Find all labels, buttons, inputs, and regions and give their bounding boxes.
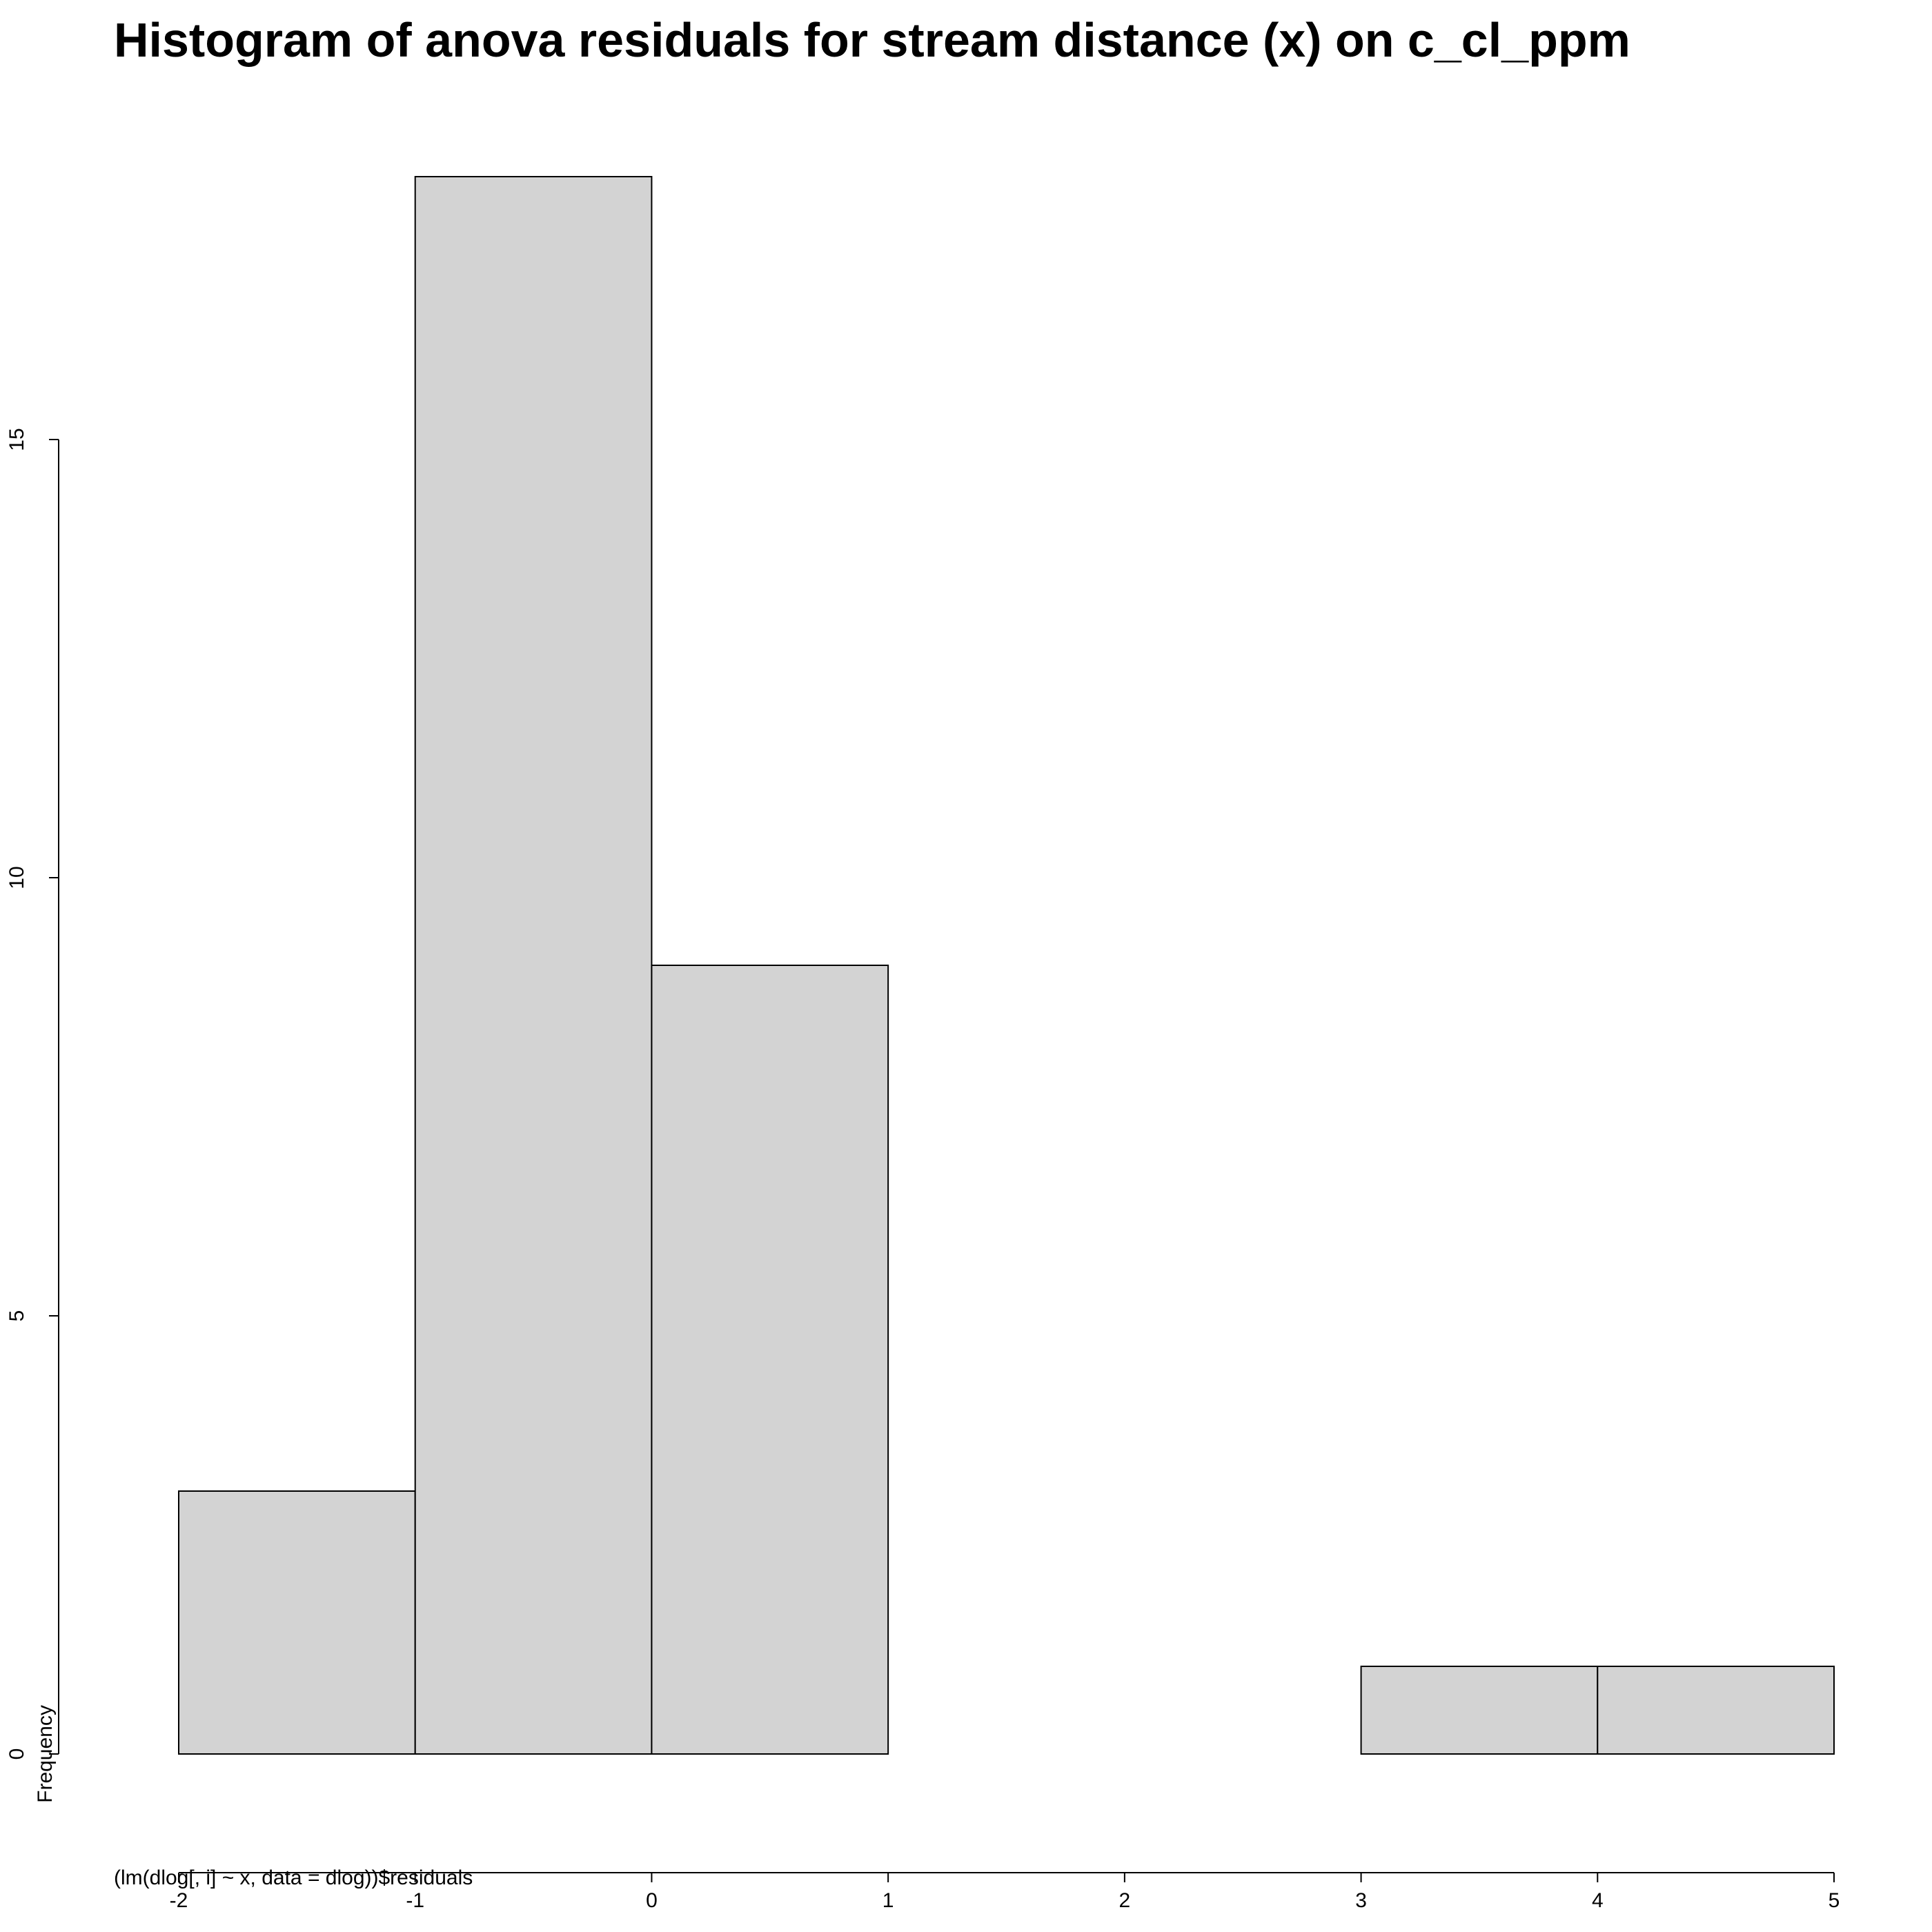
chart-title: Histogram of anova residuals for stream … [114, 13, 1630, 67]
y-tick-label: 5 [6, 1310, 28, 1322]
x-tick-label: 5 [1828, 1889, 1840, 1912]
y-tick-label: 0 [6, 1748, 28, 1760]
x-axis: -2 -1 0 1 2 3 4 5 [170, 1872, 1840, 1912]
histogram-bar [178, 1490, 416, 1755]
histogram-bar [1597, 1666, 1835, 1755]
histogram-bar [414, 176, 653, 1755]
x-tick-label: 1 [883, 1889, 894, 1912]
x-tick-label: 4 [1592, 1889, 1604, 1912]
histogram-bar [1360, 1666, 1599, 1755]
y-axis: 0 5 10 15 [6, 428, 59, 1759]
histogram-bars [178, 176, 1835, 1755]
x-tick-label: -2 [170, 1889, 188, 1912]
x-tick-label: 2 [1119, 1889, 1131, 1912]
y-tick-label: 10 [6, 866, 28, 889]
y-tick-label: 15 [6, 428, 28, 451]
x-axis-label: (lm(dlog[, i] ~ x, data = dlog))$residua… [114, 1866, 473, 1889]
x-tick-label: 3 [1355, 1889, 1367, 1912]
histogram-bar [651, 965, 889, 1755]
x-tick-label: -1 [406, 1889, 424, 1912]
x-tick-label: 0 [646, 1889, 658, 1912]
y-axis-label: Frequency [34, 1705, 57, 1803]
